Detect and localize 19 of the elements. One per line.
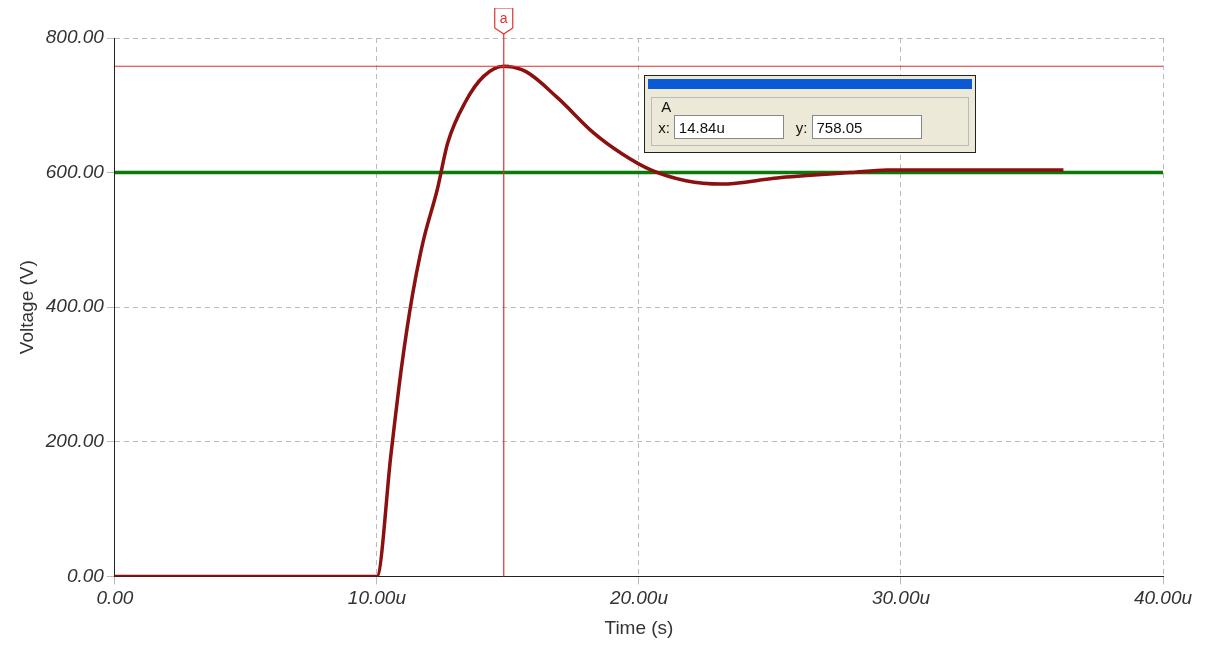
y-axis-title: Voltage (V): [15, 260, 37, 355]
x-tick-label: 40.00u: [1133, 587, 1193, 609]
x-tick-label: 20.00u: [608, 587, 669, 609]
x-tick-label: 10.00u: [347, 587, 407, 609]
annotation: x:: [658, 118, 670, 136]
annotation: 758.05: [811, 115, 922, 139]
line-series: [114, 64, 1066, 577]
x-tick-label: 0.00: [96, 587, 134, 609]
y-tick-label: 600.00: [45, 160, 105, 182]
y-tick-label: 0.00: [66, 564, 105, 586]
x-axis-title: Time (s): [604, 616, 674, 638]
ref-line-label: a: [499, 9, 508, 26]
y-tick-label: 800.00: [45, 26, 105, 48]
annotation: 14.84u: [673, 115, 784, 139]
y-tick-label: 400.00: [45, 295, 105, 317]
annotation: A: [658, 98, 675, 115]
x-tick-label: 30.00u: [871, 587, 931, 609]
y-tick-label: 200.00: [44, 430, 105, 452]
annotation: y:: [795, 118, 808, 136]
